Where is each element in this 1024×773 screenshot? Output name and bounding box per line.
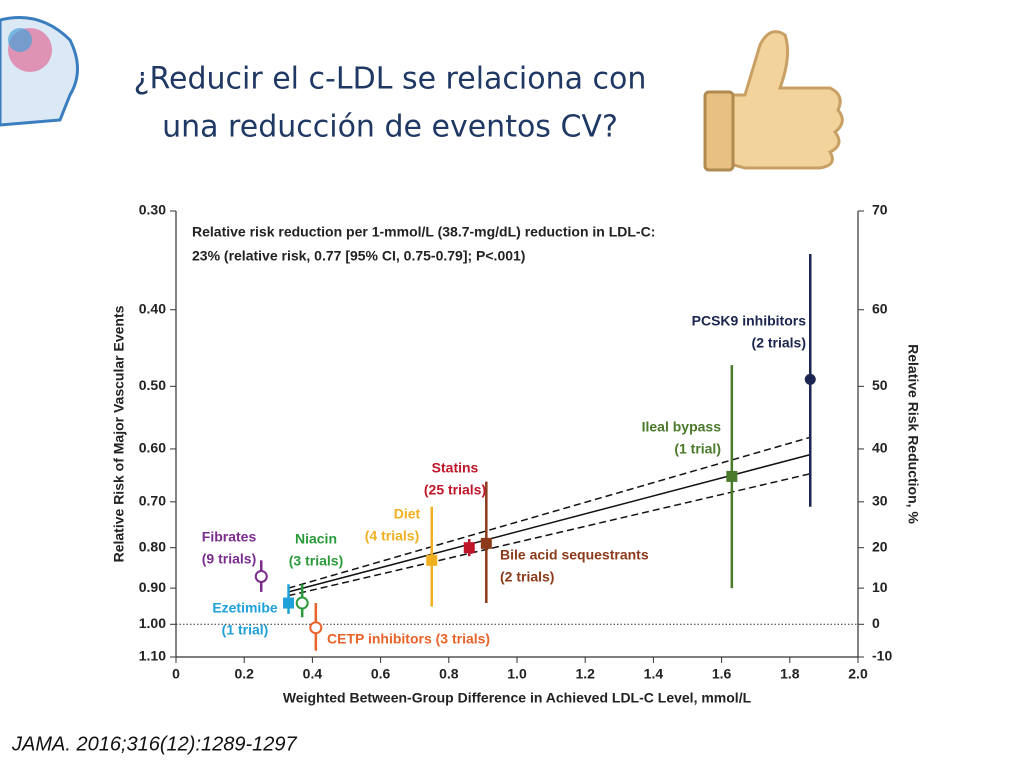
point: [426, 554, 438, 566]
citation: JAMA. 2016;316(12):1289-1297: [11, 733, 298, 755]
regression-line: [288, 473, 811, 597]
y2-tick-label: 10: [872, 579, 888, 595]
logo: [0, 16, 79, 127]
y2-tick-label: -10: [872, 648, 892, 664]
point: [283, 597, 295, 609]
point-label: PCSK9 inhibitors: [692, 313, 807, 329]
x-tick-label: 0.2: [234, 666, 254, 682]
annotation: 23% (relative risk, 0.77 [95% CI, 0.75-0…: [192, 248, 525, 264]
y-tick-label: 1.00: [139, 615, 166, 631]
point-label: (2 trials): [752, 335, 806, 351]
point-label: (2 trials): [500, 569, 554, 585]
point: [295, 596, 309, 610]
point-label: Niacin: [295, 531, 337, 547]
y2-axis-label: Relative Risk Reduction, %: [905, 344, 921, 524]
point-label: CETP inhibitors (3 trials): [327, 631, 490, 647]
y-tick-label: 0.30: [139, 202, 166, 218]
y-tick-label: 0.90: [139, 579, 166, 595]
regression-line: [288, 436, 811, 589]
y2-tick-label: 70: [872, 202, 888, 218]
y-tick-label: 0.80: [139, 538, 166, 554]
point: [480, 537, 492, 549]
x-tick-label: 1.0: [507, 666, 527, 682]
x-tick-label: 0.4: [303, 666, 323, 682]
x-tick-label: 0.6: [371, 666, 391, 682]
y2-tick-label: 60: [872, 300, 888, 316]
x-tick-label: 1.2: [575, 666, 595, 682]
point-label: (25 trials): [424, 482, 486, 498]
y-tick-label: 0.70: [139, 493, 166, 509]
y-axis-label: Relative Risk of Major Vascular Events: [111, 305, 127, 562]
point: [309, 621, 323, 635]
point-label: Ileal bypass: [642, 419, 722, 435]
slide-title: ¿Reducir el c-LDL se relaciona con: [134, 62, 647, 97]
y-tick-label: 1.10: [139, 648, 166, 664]
point: [463, 542, 475, 554]
y-tick-label: 0.60: [139, 440, 166, 456]
point-label: Bile acid sequestrants: [500, 547, 649, 563]
point: [726, 470, 738, 482]
y-tick-label: 0.40: [139, 300, 166, 316]
slide-title: una reducción de eventos CV?: [162, 110, 618, 145]
point-label: Ezetimibe: [212, 600, 278, 616]
y2-tick-label: 40: [872, 440, 888, 456]
x-tick-label: 1.8: [780, 666, 800, 682]
point-label: Diet: [394, 506, 421, 522]
x-tick-label: 0.8: [439, 666, 459, 682]
y-tick-label: 0.50: [139, 377, 166, 393]
point-label: (3 trials): [289, 553, 343, 569]
y2-tick-label: 20: [872, 538, 888, 554]
point-label: (9 trials): [202, 551, 256, 567]
x-tick-label: 0: [172, 666, 180, 682]
point-label: (1 trial): [674, 441, 721, 457]
y2-tick-label: 30: [872, 493, 888, 509]
point: [804, 373, 816, 385]
y2-tick-label: 50: [872, 377, 888, 393]
x-tick-label: 1.4: [644, 666, 664, 682]
x-axis-label: Weighted Between-Group Difference in Ach…: [283, 690, 752, 706]
point-label: (1 trial): [222, 622, 269, 638]
y2-tick-label: 0: [872, 615, 880, 631]
annotation: Relative risk reduction per 1-mmol/L (38…: [192, 224, 655, 240]
regression-line: [288, 453, 811, 593]
x-tick-label: 2.0: [848, 666, 868, 682]
chart: 0.300.400.500.600.700.800.901.001.107060…: [111, 202, 922, 706]
thumbs-up-icon: [703, 30, 844, 172]
point-label: (4 trials): [365, 528, 419, 544]
point: [254, 569, 268, 583]
point-label: Statins: [432, 460, 479, 476]
point-label: Fibrates: [202, 529, 257, 545]
x-tick-label: 1.6: [712, 666, 732, 682]
